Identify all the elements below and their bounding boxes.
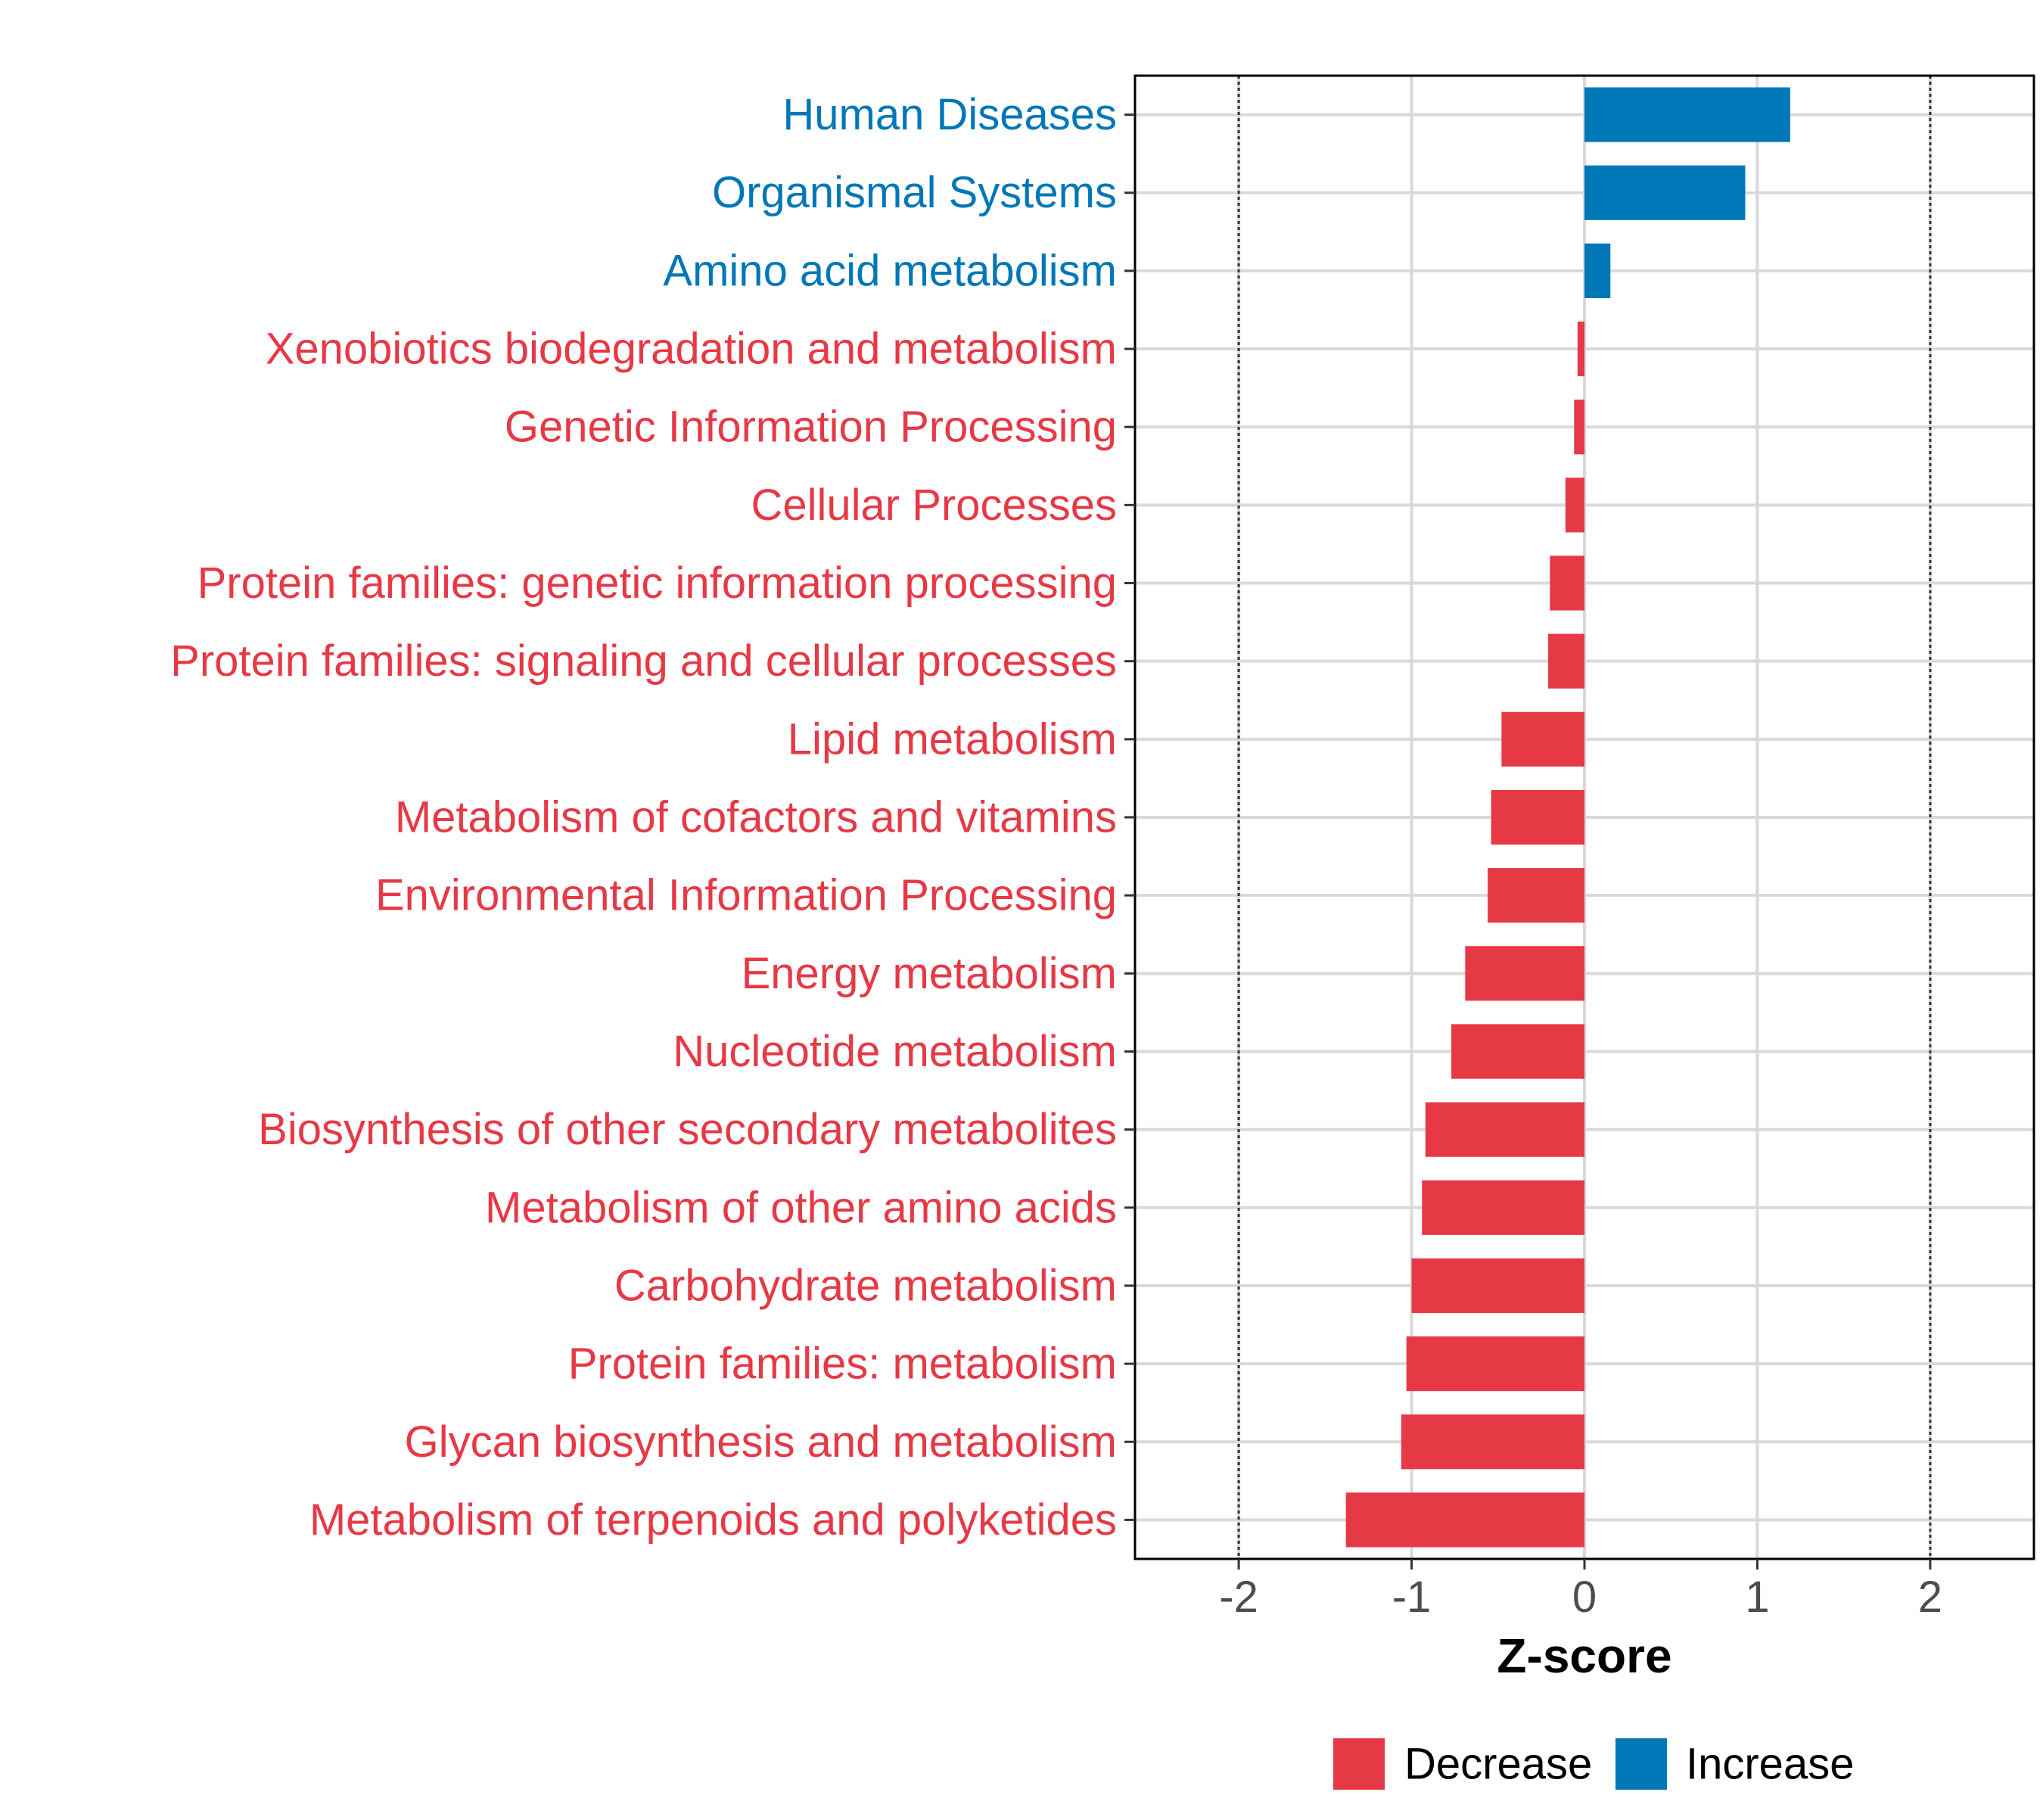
x-axis-title: Z-score	[1497, 1629, 1671, 1683]
bar	[1401, 1414, 1584, 1470]
bar	[1465, 946, 1584, 1001]
y-tick-label: Energy metabolism	[742, 949, 1117, 998]
axis-layer: Human Diseases Organismal Systems Amino ac…	[170, 74, 2035, 1622]
bar	[1577, 321, 1584, 377]
y-tick-label: Metabolism of terpenoids and polyketides	[309, 1495, 1117, 1545]
bar	[1574, 400, 1584, 455]
y-tick-label: Protein families: signaling and cellular…	[170, 636, 1117, 686]
bars-layer	[1345, 87, 1790, 1548]
bar	[1422, 1180, 1584, 1235]
bar	[1550, 555, 1584, 611]
bar	[1548, 633, 1584, 689]
bar	[1451, 1024, 1584, 1079]
x-tick-label: 2	[1918, 1573, 1942, 1622]
legend: Decrease Increase	[1333, 1738, 1854, 1790]
y-tick-label: Biosynthesis of other secondary metaboli…	[258, 1105, 1117, 1154]
legend-swatch	[1615, 1738, 1667, 1790]
y-tick-label: Xenobiotics biodegradation and metabolis…	[266, 325, 1117, 374]
y-tick-label: Cellular Processes	[751, 481, 1117, 530]
y-tick-label: Metabolism of cofactors and vitamins	[395, 793, 1117, 842]
x-tick-label: -2	[1219, 1573, 1258, 1622]
bar	[1584, 243, 1611, 298]
y-tick-label: Metabolism of other amino acids	[485, 1183, 1117, 1232]
legend-label: Decrease	[1404, 1740, 1592, 1789]
bar	[1345, 1492, 1584, 1548]
y-tick-label: Protein families: metabolism	[568, 1339, 1117, 1389]
y-tick-label: Carbohydrate metabolism	[614, 1261, 1117, 1310]
bar	[1565, 478, 1584, 533]
y-tick-label: Protein families: genetic information pr…	[197, 558, 1117, 608]
legend-swatch	[1333, 1738, 1385, 1790]
y-tick-label: Organismal Systems	[712, 168, 1117, 217]
bar	[1501, 711, 1584, 767]
y-tick-label: Human Diseases	[782, 90, 1117, 139]
y-tick-label: Nucleotide metabolism	[673, 1027, 1117, 1076]
bar	[1406, 1336, 1584, 1392]
y-tick-label: Lipid metabolism	[788, 714, 1117, 764]
bar	[1425, 1102, 1584, 1157]
bar	[1411, 1258, 1584, 1314]
x-tick-label: 0	[1572, 1573, 1597, 1622]
legend-label: Increase	[1686, 1740, 1854, 1789]
x-tick-label: -1	[1392, 1573, 1432, 1622]
bar	[1491, 789, 1584, 845]
bar	[1488, 868, 1584, 923]
y-tick-label: Glycan biosynthesis and metabolism	[405, 1417, 1117, 1467]
bar	[1584, 165, 1746, 220]
x-tick-label: 1	[1745, 1573, 1769, 1622]
y-tick-label: Genetic Information Processing	[505, 403, 1117, 452]
y-tick-label: Environmental Information Processing	[375, 871, 1117, 920]
y-tick-label: Amino acid metabolism	[663, 246, 1117, 295]
bar	[1584, 87, 1790, 142]
